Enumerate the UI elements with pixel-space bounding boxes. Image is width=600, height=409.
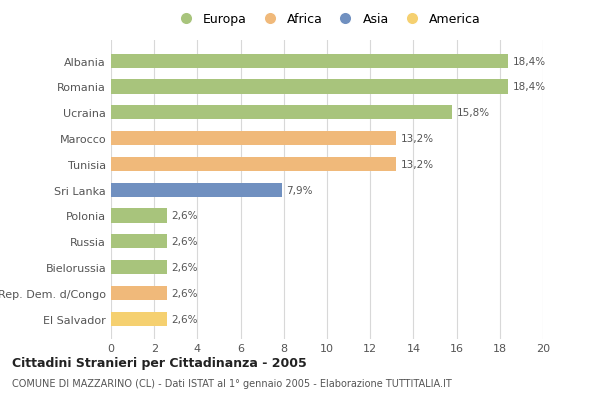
Bar [111, 312, 167, 326]
Text: 13,2%: 13,2% [400, 160, 434, 169]
Bar [111, 132, 396, 146]
Bar [111, 260, 167, 274]
Text: 18,4%: 18,4% [513, 56, 546, 67]
Text: 13,2%: 13,2% [400, 134, 434, 144]
Text: 2,6%: 2,6% [172, 288, 198, 298]
Text: 2,6%: 2,6% [172, 211, 198, 221]
Text: 15,8%: 15,8% [457, 108, 490, 118]
Bar [111, 80, 508, 94]
Text: 18,4%: 18,4% [513, 82, 546, 92]
Bar [111, 106, 452, 120]
Text: 2,6%: 2,6% [172, 237, 198, 247]
Text: 2,6%: 2,6% [172, 314, 198, 324]
Text: Cittadini Stranieri per Cittadinanza - 2005: Cittadini Stranieri per Cittadinanza - 2… [12, 356, 307, 369]
Legend: Europa, Africa, Asia, America: Europa, Africa, Asia, America [170, 11, 484, 29]
Bar [111, 286, 167, 300]
Bar [111, 157, 396, 171]
Bar [111, 209, 167, 223]
Bar [111, 183, 281, 197]
Bar [111, 235, 167, 249]
Bar [111, 54, 508, 69]
Text: 2,6%: 2,6% [172, 263, 198, 272]
Text: 7,9%: 7,9% [286, 185, 313, 195]
Text: COMUNE DI MAZZARINO (CL) - Dati ISTAT al 1° gennaio 2005 - Elaborazione TUTTITAL: COMUNE DI MAZZARINO (CL) - Dati ISTAT al… [12, 378, 452, 389]
